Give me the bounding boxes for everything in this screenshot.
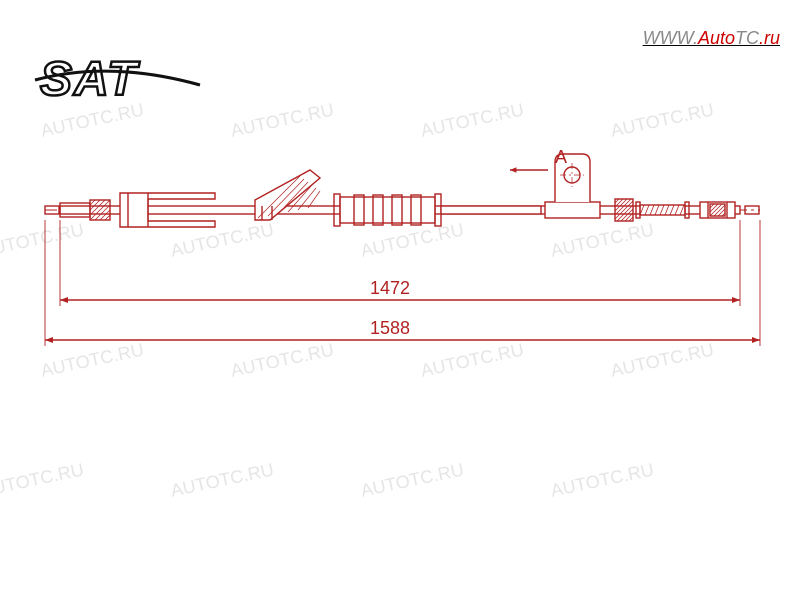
svg-text:1472: 1472 — [370, 278, 410, 298]
technical-drawing: SAT A 1472 1588 — [0, 0, 800, 600]
svg-text:1588: 1588 — [370, 318, 410, 338]
svg-text:A: A — [555, 147, 567, 167]
svg-text:SAT: SAT — [40, 53, 140, 106]
